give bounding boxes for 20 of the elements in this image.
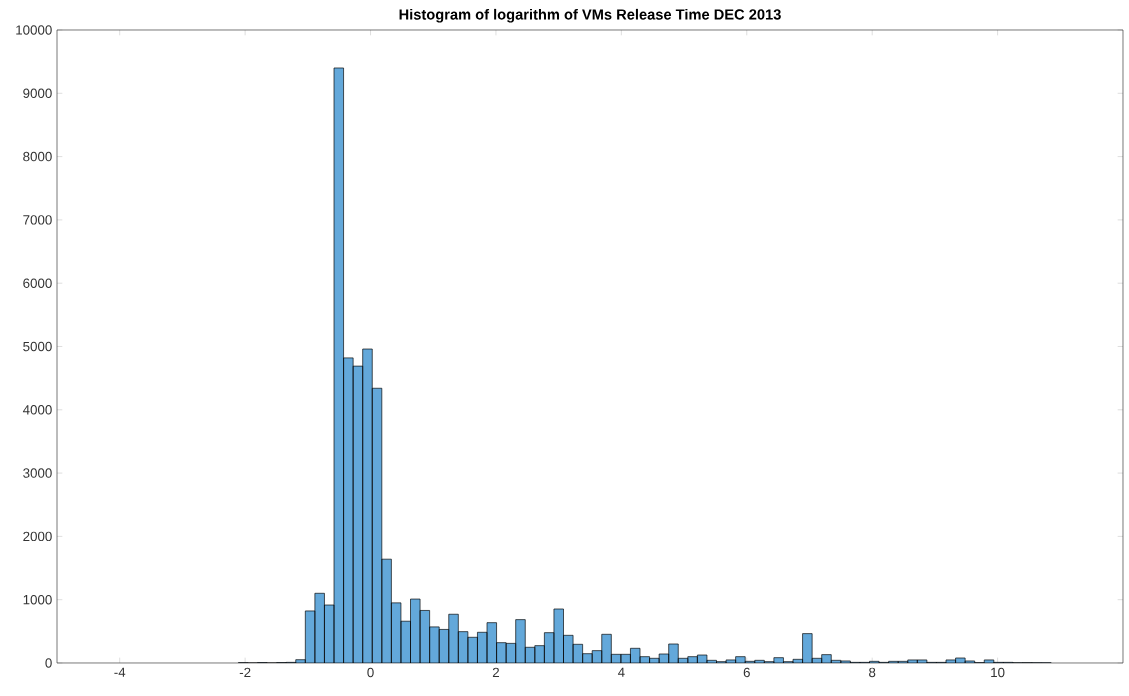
x-tick-label: -4: [114, 667, 126, 677]
y-tick-label: 9000: [23, 88, 52, 99]
y-tick-label: 7000: [23, 215, 52, 225]
y-tick-label: 8000: [23, 151, 52, 162]
x-tick-label: 10: [991, 667, 1005, 678]
y-tick-label: 4000: [22, 405, 52, 415]
y-tick-label: 3000: [23, 468, 52, 478]
x-tick-label: 8: [869, 667, 876, 678]
chart-title: Histogram of logarithm of VMs Release Time DEC 2013: [399, 8, 781, 23]
x-tick-label: 0: [367, 667, 374, 678]
x-tick-label: 4: [617, 667, 625, 677]
y-tick-label: 10000: [16, 25, 52, 35]
x-tick-label: 2: [492, 667, 499, 677]
y-tick-label: 2000: [23, 531, 52, 542]
x-tick-label: -2: [239, 667, 251, 677]
y-tick-label: 1000: [23, 594, 52, 605]
y-tick-label: 5000: [23, 341, 52, 352]
y-tick-label: 6000: [23, 278, 52, 288]
x-tick-label: 6: [743, 667, 750, 678]
y-tick-label: 0: [45, 658, 52, 668]
